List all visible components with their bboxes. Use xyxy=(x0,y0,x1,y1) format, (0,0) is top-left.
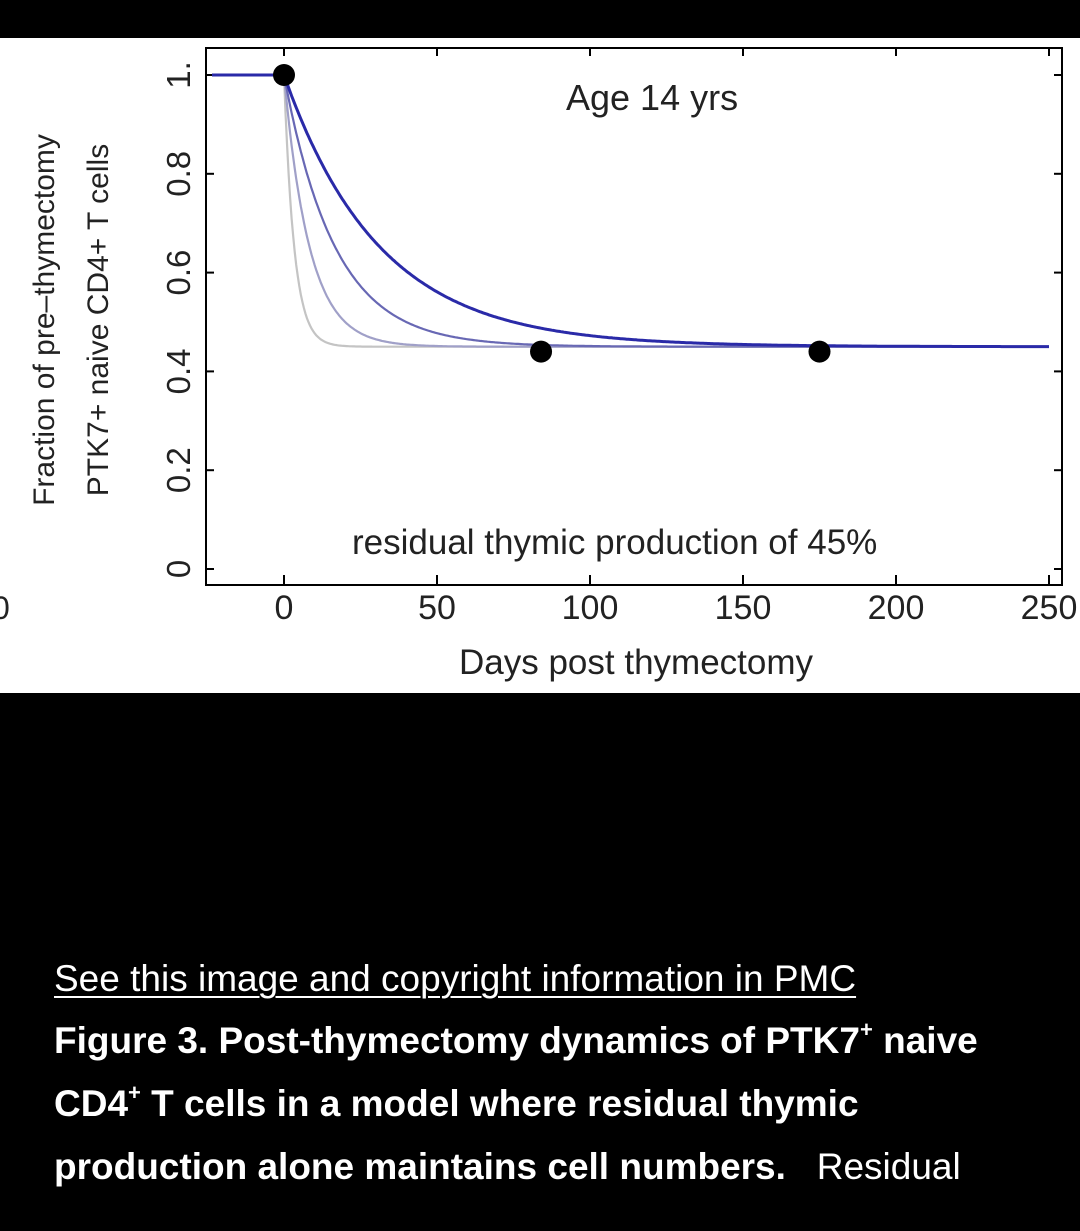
axis-ticks: 0 50 100 150 200 250 0 0.2 0.4 0.6 0.8 1. xyxy=(160,48,1077,627)
y-tick-label: 0.8 xyxy=(160,151,197,197)
figure-caption: Figure 3. Post-thymectomy dynamics of PT… xyxy=(54,1009,1044,1198)
x-tick-label: 50 xyxy=(418,589,456,627)
x-tick-label: 0 xyxy=(275,589,294,627)
x-tick-label: 150 xyxy=(715,589,772,627)
y-tick-label: 0.4 xyxy=(160,348,197,394)
y-tick-label: 1. xyxy=(160,61,197,89)
y-axis-label-line1: Fraction of pre–thymectomy xyxy=(28,134,61,506)
model-curves xyxy=(212,73,1049,349)
age-annotation: Age 14 yrs xyxy=(566,77,738,118)
plot-frame xyxy=(205,47,1063,586)
y-axis-label-line2: PTK7+ naive CD4+ T cells xyxy=(82,144,115,496)
figure-panel: Age 14 yrs residual thymic production of… xyxy=(0,38,1080,693)
caption-title-part3: T cells in a model where residual thymic… xyxy=(54,1083,859,1187)
caption-body: Residual xyxy=(816,1146,961,1187)
x-tick-label: 100 xyxy=(562,589,619,627)
data-point xyxy=(273,64,295,86)
caption-title-sup2: + xyxy=(128,1080,141,1105)
x-tick-label: 250 xyxy=(1021,589,1078,627)
residual-annotation: residual thymic production of 45% xyxy=(352,523,877,562)
decay-line-chart: Age 14 yrs residual thymic production of… xyxy=(0,47,1077,682)
caption-title-part1: Figure 3. Post-thymectomy dynamics of PT… xyxy=(54,1020,860,1061)
y-tick-label: 0.6 xyxy=(160,250,197,296)
x-axis-label: Days post thymectomy xyxy=(459,643,813,682)
caption-title-part2: naive CD4 xyxy=(54,1020,978,1124)
caption-area: See this image and copyright information… xyxy=(54,955,1044,1198)
caption-title-sup1: + xyxy=(859,1017,873,1042)
y-tick-label: 0 xyxy=(160,560,197,578)
caption-title: Figure 3. Post-thymectomy dynamics of PT… xyxy=(54,1017,978,1188)
clipped-x-tick-label: 0 xyxy=(0,590,10,626)
x-tick-label: 200 xyxy=(868,589,925,627)
model-curve-4 xyxy=(212,73,1049,349)
y-tick-label: 0.2 xyxy=(160,447,197,493)
pmc-copyright-link[interactable]: See this image and copyright information… xyxy=(54,958,857,999)
observed-points xyxy=(273,64,831,363)
data-point xyxy=(530,340,553,363)
data-point xyxy=(808,340,831,363)
